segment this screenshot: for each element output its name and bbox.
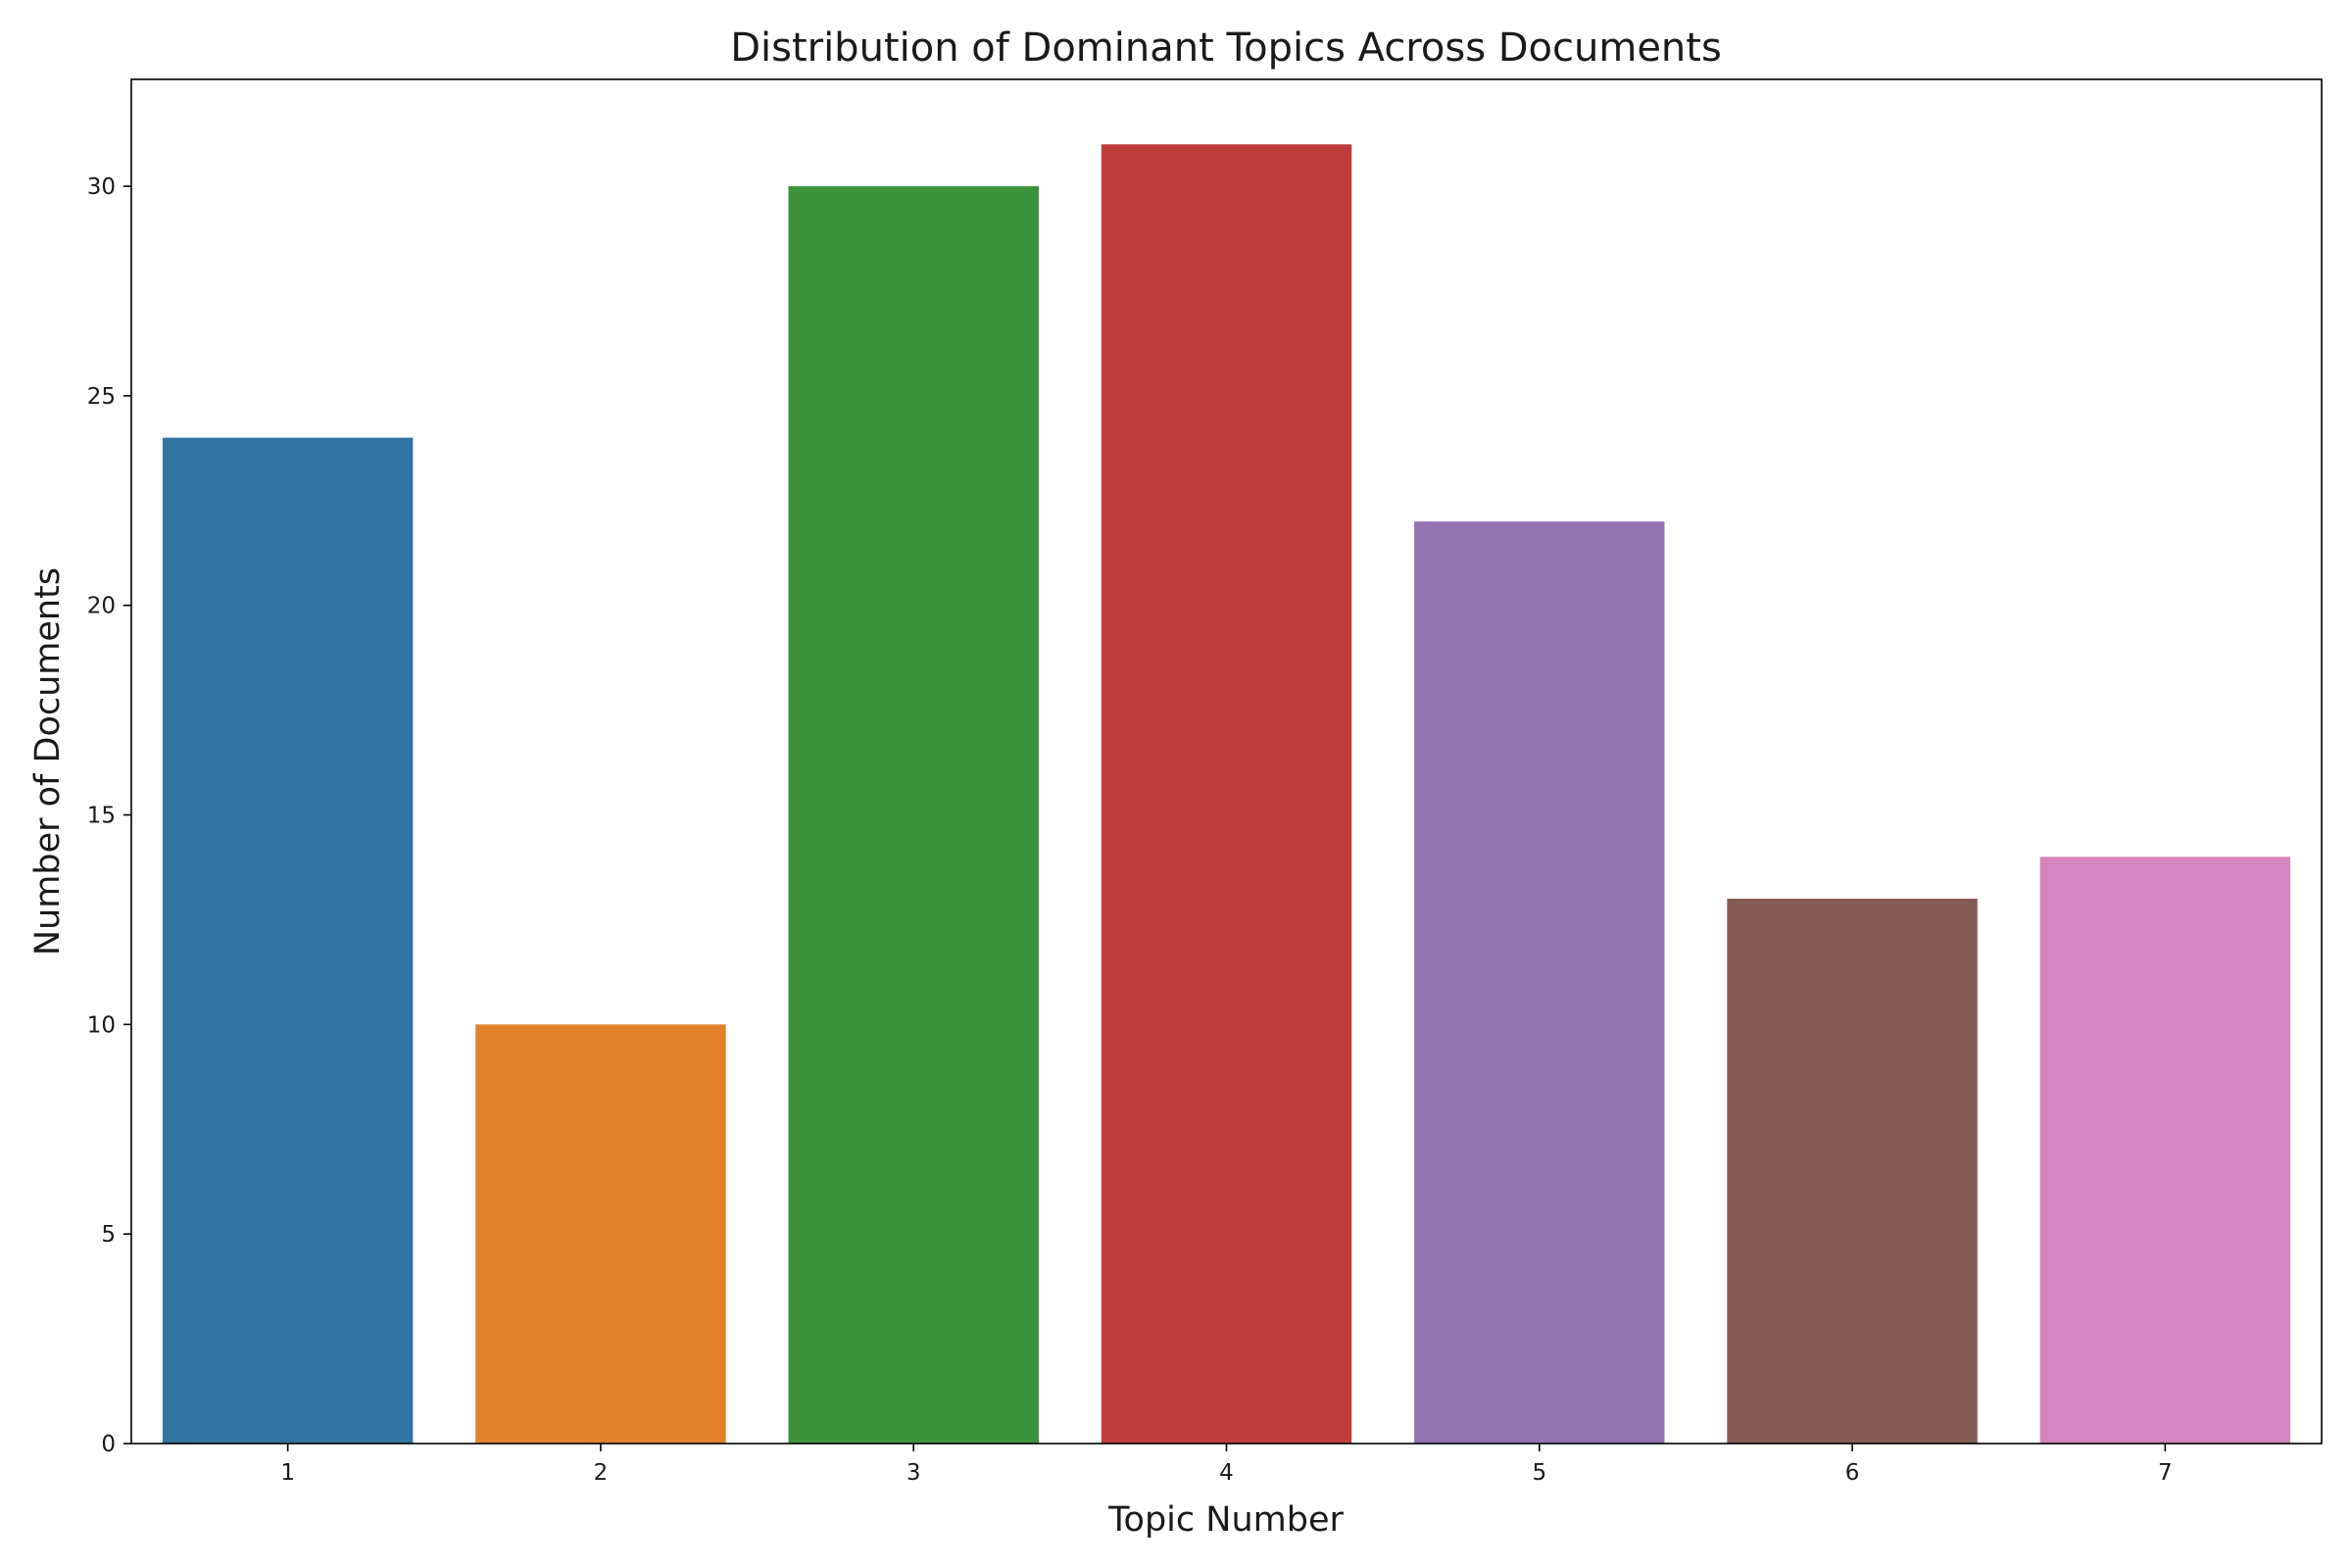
y-tick-label: 0 [101,1432,116,1457]
y-tick-label: 5 [101,1222,116,1248]
x-tick-label: 1 [280,1460,295,1486]
y-tick-label: 20 [87,594,116,619]
x-tick-label: 4 [1219,1460,1234,1486]
chart-title: Distribution of Dominant Topics Across D… [730,25,1722,71]
y-axis-label: Number of Documents [28,567,68,956]
bar-topic-2 [475,1024,725,1444]
y-tick-label: 10 [87,1012,116,1038]
x-tick-label: 5 [1532,1460,1546,1486]
y-tick-label: 25 [87,384,116,410]
bar-topic-4 [1102,144,1351,1444]
y-tick-label: 15 [87,804,116,829]
x-axis-label: Topic Number [1107,1500,1344,1540]
y-tick-label: 30 [87,174,116,200]
bar-topic-7 [2040,857,2290,1444]
x-axis-ticks: 1 2 3 4 5 6 7 [280,1444,2172,1486]
bar-topic-3 [789,186,1039,1444]
x-tick-label: 6 [1845,1460,1860,1486]
y-axis-ticks: 0 5 10 15 20 25 30 [87,174,131,1457]
bar-topic-1 [163,438,413,1444]
x-tick-label: 3 [906,1460,921,1486]
bars-group [163,144,2290,1444]
bar-topic-6 [1727,899,1977,1444]
bar-topic-5 [1414,521,1664,1444]
x-tick-label: 2 [594,1460,609,1486]
x-tick-label: 7 [2158,1460,2173,1486]
